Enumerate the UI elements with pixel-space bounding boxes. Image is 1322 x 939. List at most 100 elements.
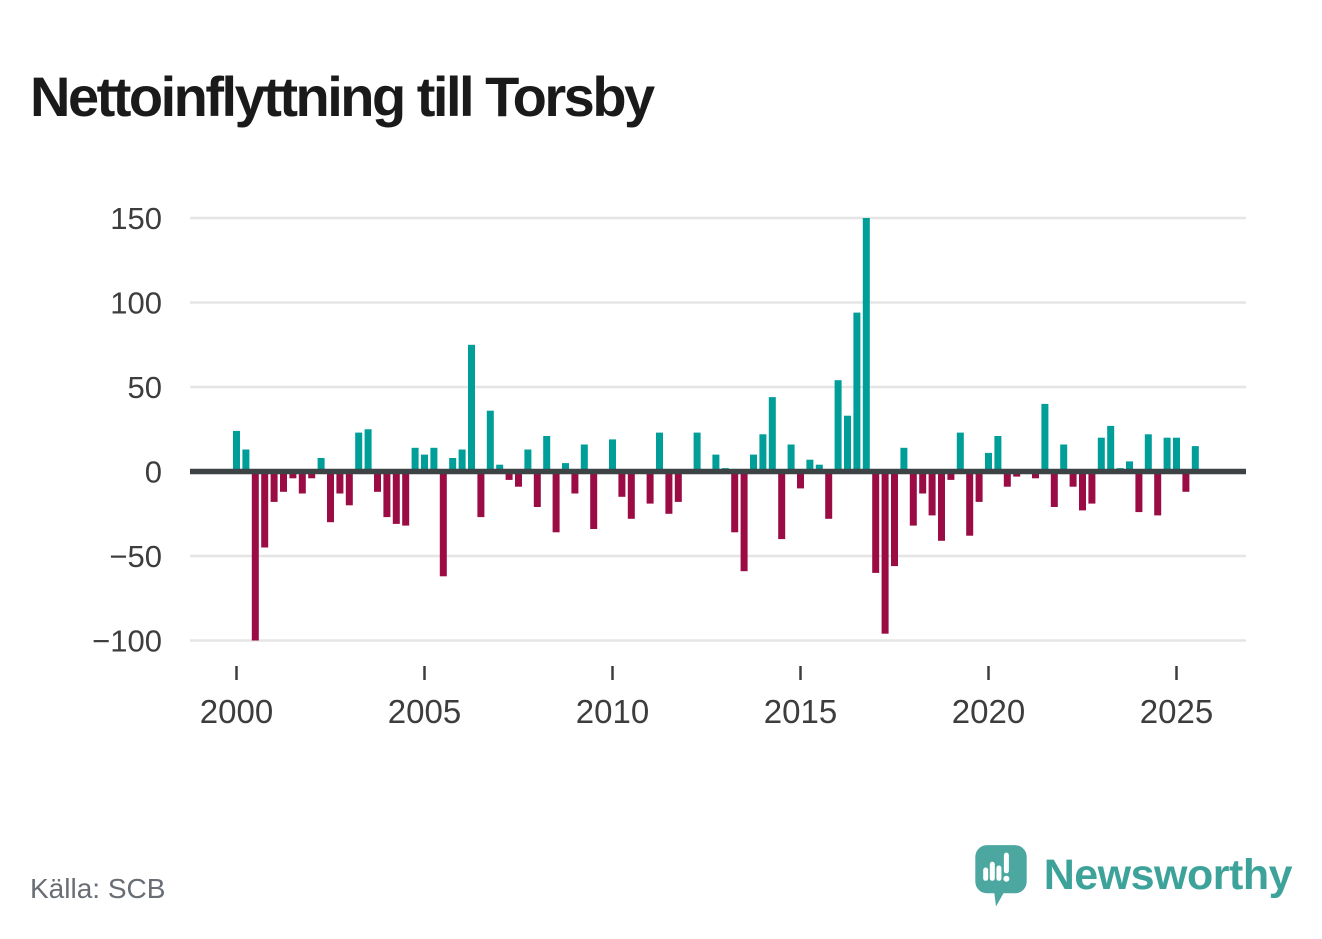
bar [1107,425,1115,472]
bar [881,471,889,634]
bar [505,471,513,480]
bar [844,415,851,472]
bar [261,471,269,548]
x-tick-label: 2020 [952,693,1025,730]
bar [862,218,870,472]
bar [674,471,682,502]
bar-series [233,218,1199,641]
bar [411,447,419,472]
bar [280,471,287,492]
bar [1060,444,1068,472]
bar [797,471,804,489]
bar [919,471,927,494]
bar [759,434,767,472]
bar [345,471,353,506]
bar [543,436,551,472]
x-tick-label: 2005 [388,693,461,730]
logo-bar-tall [989,861,995,881]
bar [392,471,400,524]
bar [317,458,325,472]
bar [1069,471,1077,487]
bar [270,471,278,502]
bar [731,471,739,533]
logo-bar-short [982,867,988,881]
bar [750,454,757,472]
bar [1126,461,1133,472]
newsworthy-brand: Newsworthy [972,839,1293,911]
y-axis-tick-labels: 150 100 50 0 −50 −100 [92,201,162,659]
bar [1003,471,1011,487]
bar [853,312,861,472]
y-tick-label: 100 [110,286,162,321]
bar [712,454,720,472]
newsworthy-wordmark: Newsworthy [1043,850,1293,899]
bar [778,471,786,540]
bar [364,429,372,472]
bar [355,432,363,472]
bar [815,464,823,472]
bar [580,444,588,472]
bar [336,471,344,494]
logo-bar-medium [996,865,1002,881]
bar [646,471,654,504]
bar [468,344,475,472]
bar [477,471,485,518]
bar [872,471,880,573]
bar [693,432,701,472]
y-tick-label: −50 [109,539,162,574]
x-tick-label: 2000 [200,693,273,730]
bar [1163,437,1171,472]
bar [928,471,936,516]
bar [590,471,598,529]
x-axis-ticks-and-labels: 2000 2005 2010 2015 2020 2025 [200,666,1213,730]
bar [891,471,898,567]
bar [242,449,250,472]
bar [994,436,1002,472]
bar [618,471,626,497]
bar [1173,437,1180,472]
bar [740,471,748,572]
bar [609,439,616,472]
bar [1144,434,1152,472]
bar [656,432,663,472]
bar [1079,471,1086,511]
bar [562,463,569,472]
bar [486,410,494,472]
bar [1088,471,1096,504]
gridlines [190,216,1246,642]
x-tick-label: 2025 [1140,693,1213,730]
bar [430,447,438,472]
bar [458,449,466,472]
bar [1191,446,1199,472]
y-tick-label: 50 [128,370,162,405]
bar [383,471,391,518]
newsworthy-logo-icon [975,845,1027,907]
bar [552,471,560,533]
y-tick-label: 0 [145,455,162,490]
bar [787,444,795,472]
bar [975,471,983,502]
logo-exclamation-dot [1003,875,1010,882]
bar [956,432,964,472]
bar [533,471,541,507]
bar [938,471,945,541]
bar [1032,471,1039,479]
bar [421,454,428,472]
bar [439,471,447,577]
bar [900,447,908,472]
bar [947,471,955,480]
bar [909,471,917,526]
chart-title: Nettoinflyttning till Torsby [30,64,655,128]
bar [515,471,522,487]
bar [327,471,334,523]
bar [308,471,316,479]
logo-exclamation-stroke [1003,852,1009,874]
bar [298,471,306,494]
bar [627,471,635,519]
bar [665,471,673,514]
bar [251,471,259,641]
bar [1050,471,1058,507]
bar [289,471,297,479]
bar [1097,437,1105,472]
